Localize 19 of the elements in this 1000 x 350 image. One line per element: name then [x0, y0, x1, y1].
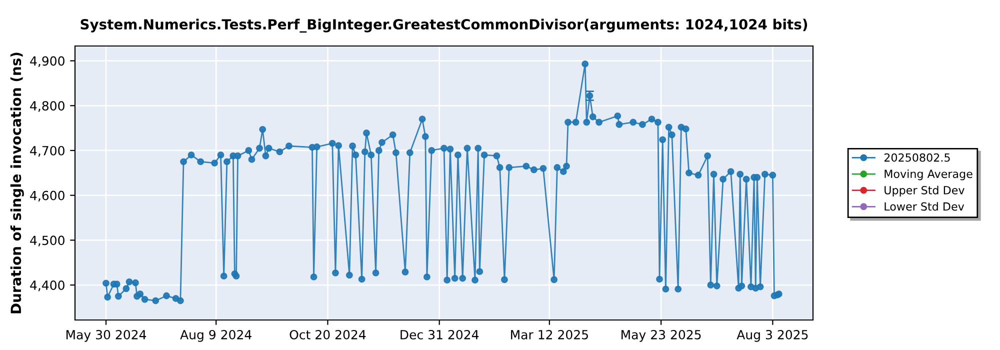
- legend-label: Lower Std Dev: [884, 202, 964, 211]
- y-tick-label: 4,700: [30, 146, 64, 157]
- x-tick-label: Aug 3 2025: [736, 330, 808, 342]
- y-tick-label: 4,600: [30, 190, 64, 202]
- legend-label: Upper Std Dev: [884, 186, 964, 197]
- y-axis-title: Duration of single invocation (ns): [10, 52, 24, 314]
- y-tick-label: 4,900: [30, 56, 64, 67]
- x-tick-label: Aug 9 2024: [180, 330, 252, 342]
- x-tick-label: May 30 2024: [66, 330, 146, 342]
- y-tick-label: 4,400: [30, 280, 64, 292]
- x-tick-label: Dec 31 2024: [400, 330, 479, 340]
- legend-label: Moving Average: [884, 169, 972, 180]
- x-tick-label: May 23 2025: [622, 330, 701, 342]
- x-tick-label: Mar 12 2025: [511, 330, 588, 340]
- y-tick-label: 4,800: [30, 101, 64, 112]
- chart-title: System.Numerics.Tests.Perf_BigInteger.GreatestCommonDivisor(arguments: 1024,1024 bits): [80, 18, 808, 33]
- legend-label: 20250802.5: [884, 153, 950, 162]
- y-tick-label: 4,500: [30, 236, 64, 246]
- x-tick-label: Oct 20 2024: [290, 330, 366, 340]
